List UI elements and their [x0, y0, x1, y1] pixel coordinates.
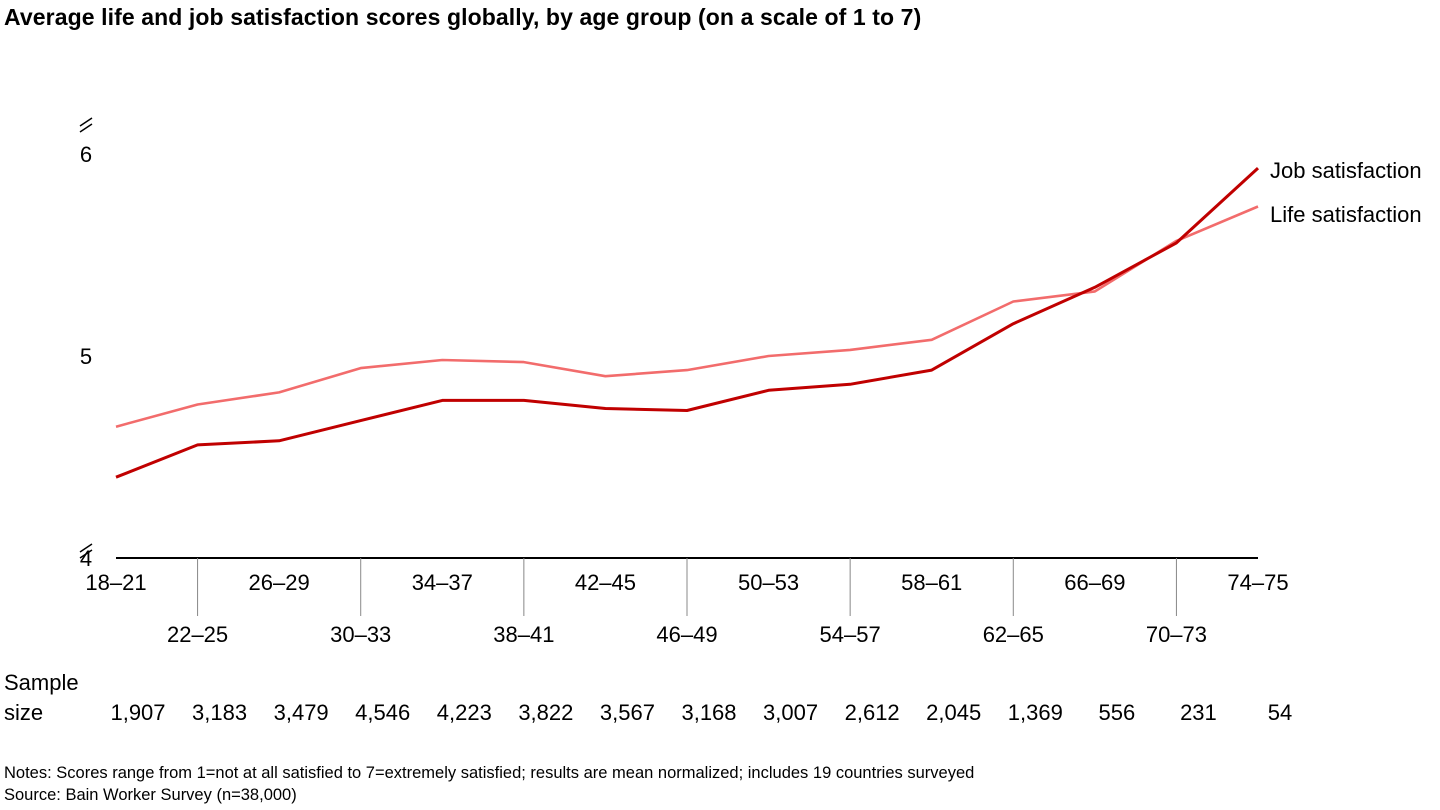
footnotes: Notes: Scores range from 1=not at all sa… — [4, 762, 974, 806]
x-tick-label: 70–73 — [1146, 622, 1207, 647]
y-tick-label: 4 — [80, 546, 92, 571]
y-tick-label: 6 — [80, 142, 92, 167]
sample-size-row: Sample size 1,907 3,183 3,479 4,546 4,223 3,822… — [4, 670, 1292, 725]
x-tick-label: 58–61 — [901, 570, 962, 595]
x-tick-label: 66–69 — [1064, 570, 1125, 595]
x-tick-label: 38–41 — [493, 622, 554, 647]
x-tick-label: 26–29 — [249, 570, 310, 595]
x-tick-label: 62–65 — [983, 622, 1044, 647]
axis-break-stroke — [79, 123, 93, 133]
axis-break-stroke — [79, 117, 93, 127]
x-tick-label: 42–45 — [575, 570, 636, 595]
line-chart: 4 5 6 18–21 22–25 26–29 30–33 34–37 38–41 42–45 46… — [4, 117, 1422, 725]
x-tick-label: 18–21 — [85, 570, 146, 595]
x-tick-label: 50–53 — [738, 570, 799, 595]
job-satisfaction-line — [115, 166, 1260, 479]
sample-size-value: 556 — [1098, 700, 1135, 725]
sample-size-value: 3,822 — [518, 700, 573, 725]
series-layer — [115, 166, 1260, 479]
sample-size-value: 54 — [1268, 700, 1292, 725]
sample-size-value: 1,369 — [1008, 700, 1063, 725]
axis-break-stroke — [79, 549, 93, 559]
source-text: Source: Bain Worker Survey (n=38,000) — [4, 786, 297, 804]
sample-size-value: 3,168 — [681, 700, 736, 725]
x-tick-label: 30–33 — [330, 622, 391, 647]
label-layer: Job satisfaction Life satisfaction — [1270, 158, 1422, 227]
x-tick-label: 34–37 — [412, 570, 473, 595]
sample-size-value: 1,907 — [110, 700, 165, 725]
axis-break-top — [79, 117, 93, 133]
sample-size-value: 3,007 — [763, 700, 818, 725]
x-tick-label: 74–75 — [1227, 570, 1288, 595]
y-tick-label: 5 — [80, 344, 92, 369]
sample-size-value: 231 — [1180, 700, 1217, 725]
job-satisfaction-label: Job satisfaction — [1270, 158, 1422, 183]
notes-text: Notes: Scores range from 1=not at all sa… — [4, 764, 975, 782]
sample-size-value: 4,546 — [355, 700, 410, 725]
sample-size-value: 3,479 — [274, 700, 329, 725]
sample-size-value: 3,567 — [600, 700, 655, 725]
axis-break-bottom — [79, 543, 93, 559]
sample-size-value: 2,045 — [926, 700, 981, 725]
sample-size-value: 4,223 — [437, 700, 492, 725]
sample-size-title: Sample — [4, 670, 79, 695]
life-satisfaction-label: Life satisfaction — [1270, 202, 1422, 227]
x-tick-label: 46–49 — [656, 622, 717, 647]
axis-layer: 4 5 6 18–21 22–25 26–29 30–33 34–37 38–41 42–45 46… — [79, 117, 1289, 647]
x-tick-label: 22–25 — [167, 622, 228, 647]
life-satisfaction-line — [115, 205, 1259, 428]
sample-size-value: 3,183 — [192, 700, 247, 725]
x-tick-label: 54–57 — [820, 622, 881, 647]
sample-size-value: 2,612 — [845, 700, 900, 725]
sample-size-title: size — [4, 700, 43, 725]
chart-title: Average life and job satisfaction scores… — [4, 4, 922, 30]
axis-break-stroke — [79, 543, 93, 553]
